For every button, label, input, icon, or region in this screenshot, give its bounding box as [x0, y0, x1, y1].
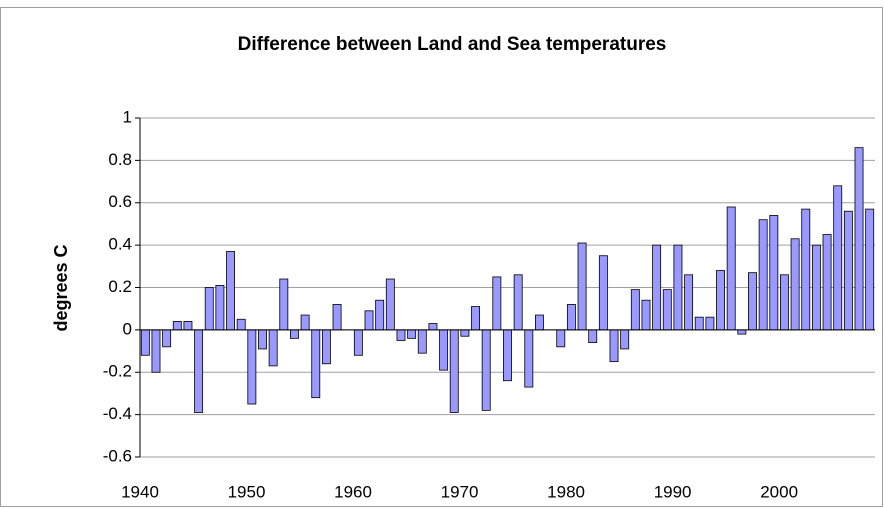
bar — [641, 299, 651, 331]
bar — [577, 242, 587, 331]
y-tick-label: 1 — [123, 107, 132, 126]
bar — [726, 206, 736, 331]
y-axis-label: degrees C — [51, 244, 71, 331]
x-tick-label: 1960 — [334, 482, 372, 501]
bar — [769, 215, 779, 331]
y-tick-label: 0.4 — [108, 235, 132, 254]
bar — [162, 329, 172, 348]
bar — [311, 329, 321, 399]
bar — [716, 270, 725, 331]
bar — [833, 185, 843, 331]
bar — [662, 289, 672, 331]
bar — [236, 318, 246, 331]
bar — [449, 329, 459, 413]
bar — [417, 329, 427, 354]
y-tick-label: 0 — [123, 319, 132, 338]
x-tick-label: 1950 — [228, 482, 266, 501]
bar — [300, 314, 310, 331]
bar — [588, 329, 598, 343]
bar — [140, 329, 150, 356]
bar — [428, 323, 438, 331]
bar — [843, 210, 853, 331]
bar — [353, 329, 363, 356]
bar — [822, 234, 832, 331]
y-tick-label: 0.8 — [108, 150, 132, 169]
bar — [630, 289, 640, 331]
bar — [535, 314, 544, 331]
chart-title: Difference between Land and Sea temperat… — [238, 34, 667, 55]
bar — [204, 287, 214, 331]
bar — [737, 329, 747, 335]
bar — [151, 329, 161, 373]
bar — [279, 278, 289, 331]
bar — [290, 329, 299, 339]
y-tick-label: -0.6 — [103, 446, 132, 465]
bar — [566, 304, 576, 331]
bar — [364, 310, 374, 331]
y-tick-label: -0.4 — [103, 404, 132, 423]
bar — [471, 306, 480, 331]
bar — [183, 320, 193, 331]
bar — [503, 329, 512, 382]
bar — [247, 329, 257, 405]
bar — [439, 329, 449, 371]
bar — [513, 274, 523, 331]
bar — [215, 284, 225, 331]
x-tick-label: 1990 — [654, 482, 692, 501]
y-tick-label: 0.2 — [108, 277, 132, 296]
bar — [652, 244, 662, 331]
bar — [407, 329, 417, 339]
bar — [811, 244, 821, 331]
bar — [801, 208, 811, 331]
bar — [460, 329, 470, 337]
x-tick-label: 2000 — [760, 482, 798, 501]
bar — [620, 329, 630, 350]
bar — [194, 329, 204, 413]
bar — [673, 244, 683, 331]
bar — [396, 329, 406, 341]
bar — [524, 329, 534, 388]
bar — [705, 316, 715, 331]
bar — [226, 251, 235, 331]
bar — [321, 329, 331, 365]
bar — [556, 329, 566, 348]
bar — [385, 278, 395, 331]
bar — [258, 329, 267, 350]
bar — [268, 329, 278, 367]
bar — [865, 208, 875, 331]
bar — [481, 329, 491, 411]
bar — [748, 272, 757, 331]
bar — [492, 276, 502, 331]
y-tick-label: -0.2 — [103, 362, 132, 381]
bar — [854, 147, 864, 331]
chart-border — [0, 7, 883, 507]
bar — [780, 274, 789, 331]
bar — [758, 219, 768, 331]
bar — [375, 299, 385, 331]
bar — [172, 320, 182, 331]
x-tick-label: 1980 — [547, 482, 585, 501]
bar — [684, 274, 694, 331]
x-tick-label: 1940 — [121, 482, 159, 501]
bar — [609, 329, 619, 363]
bar — [790, 238, 800, 331]
x-tick-label: 1970 — [441, 482, 479, 501]
bar — [598, 255, 608, 331]
bar — [332, 304, 342, 331]
bar — [694, 316, 704, 331]
y-tick-label: 0.6 — [108, 192, 132, 211]
